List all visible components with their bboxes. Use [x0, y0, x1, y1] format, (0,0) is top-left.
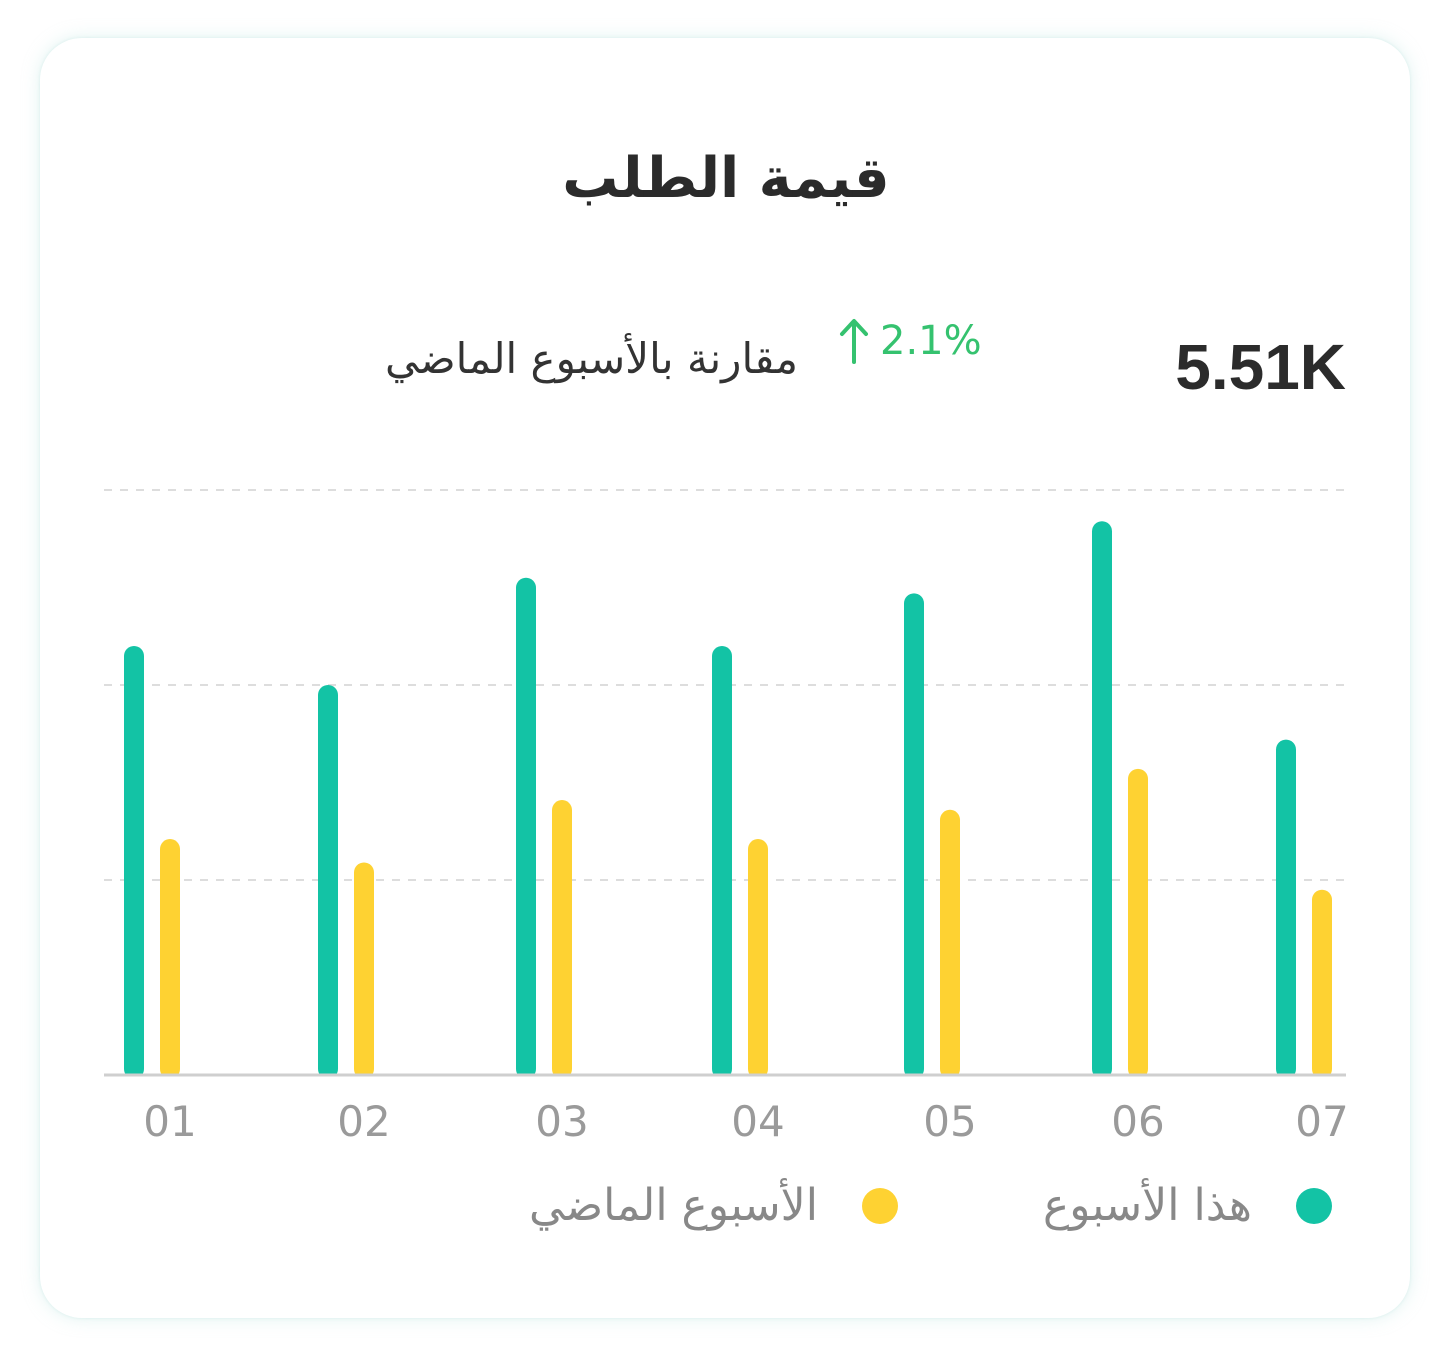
bar-last-week-01	[160, 839, 180, 1079]
legend-dot-this-week	[1296, 1187, 1332, 1224]
bar-last-week-03	[552, 800, 572, 1079]
axis-mask	[100, 1076, 1348, 1086]
x-tick-label-03: 03	[535, 1097, 588, 1146]
bar-last-week-06	[1128, 768, 1148, 1079]
bar-this-week-06	[1092, 521, 1112, 1079]
x-tick-label-04: 04	[731, 1097, 784, 1146]
bar-last-week-02	[354, 862, 374, 1079]
bar-last-week-05	[940, 809, 960, 1079]
change-indicator: 2.1%	[836, 316, 982, 366]
bar-this-week-04	[712, 646, 732, 1079]
x-tick-label-07: 07	[1295, 1097, 1348, 1146]
total-value: 5.51K	[1175, 331, 1346, 403]
legend-last-week: الأسبوع الماضي	[529, 1180, 898, 1231]
bar-this-week-01	[124, 646, 144, 1079]
x-tick-label-05: 05	[923, 1097, 976, 1146]
card-title: قيمة الطلب	[562, 146, 890, 211]
bar-this-week-03	[516, 577, 536, 1079]
legend-label-last-week: الأسبوع الماضي	[529, 1180, 818, 1231]
legend-this-week: هذا الأسبوع	[1043, 1180, 1332, 1231]
x-tick-label-02: 02	[337, 1097, 390, 1146]
change-percent: 2.1%	[880, 318, 982, 364]
bar-this-week-05	[904, 593, 924, 1079]
compare-label: مقارنة بالأسبوع الماضي	[384, 334, 798, 383]
x-tick-label-06: 06	[1111, 1097, 1164, 1146]
legend-dot-last-week	[862, 1187, 898, 1224]
x-tick-label-01: 01	[143, 1097, 196, 1146]
bar-this-week-07	[1276, 739, 1296, 1079]
legend-label-this-week: هذا الأسبوع	[1043, 1180, 1252, 1231]
bar-last-week-04	[748, 839, 768, 1079]
bar-this-week-02	[318, 685, 338, 1079]
bar-last-week-07	[1312, 889, 1332, 1079]
arrow-up-icon	[840, 319, 868, 364]
